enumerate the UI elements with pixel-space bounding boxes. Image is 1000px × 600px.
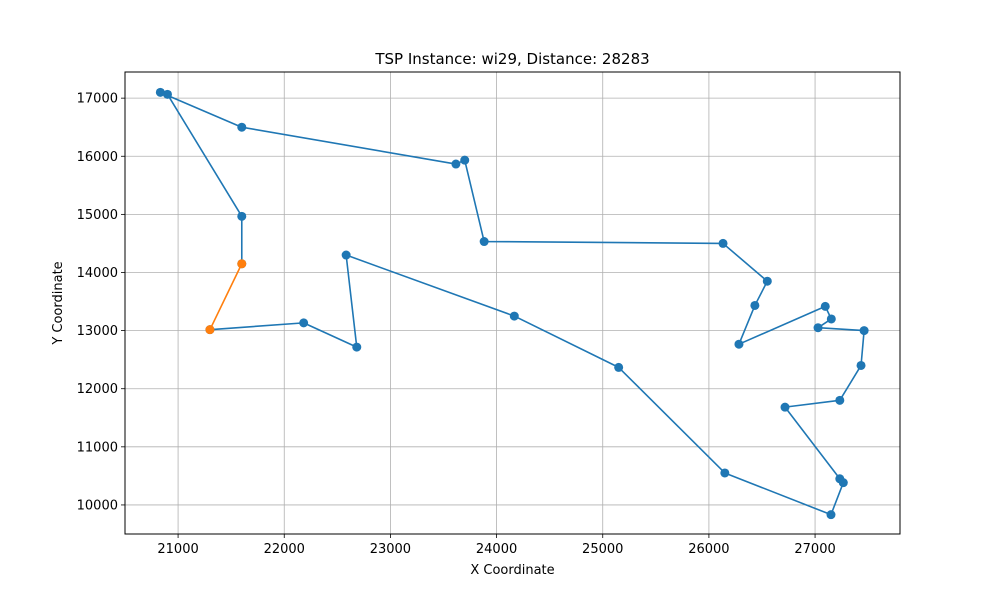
chart-title: TSP Instance: wi29, Distance: 28283 [374,50,649,68]
tour-point [718,238,728,248]
plot-area [125,72,900,534]
y-tick-label: 12000 [77,382,118,397]
y-axis-label: Y Coordinate [51,261,66,345]
y-tick-label: 15000 [77,208,118,223]
tour-point [826,314,836,324]
closing-edge-point [205,325,215,335]
tour-point [856,360,866,370]
x-tick-label: 23000 [370,542,411,557]
y-tick-label: 11000 [77,440,118,455]
tour-point [162,89,172,99]
tour-point [734,339,744,349]
axis-ticks: 21000 22000 23000 24000 25000 26000 27000 10000… [77,92,836,557]
tour-point [762,276,772,286]
plot-frame [124,71,901,535]
y-tick-label: 10000 [77,498,118,513]
tour-point [460,155,470,165]
tour-point [859,326,869,336]
x-tick-label: 27000 [794,542,835,557]
tour-point [813,323,823,333]
y-tick-label: 14000 [77,266,118,281]
x-axis-label: X Coordinate [470,563,554,578]
closing-edge-line [209,263,243,331]
tour-point [237,122,247,132]
y-tick-label: 13000 [77,324,118,339]
tour-point [479,237,489,247]
tour-point [614,362,624,372]
tour-point [720,468,730,478]
tour-point [299,318,309,328]
tour-point [838,478,848,488]
tour-point [237,211,247,221]
x-tick-label: 24000 [476,542,517,557]
tour-point [509,311,519,321]
tour-point [820,301,830,311]
tour-point [780,402,790,412]
y-tick-label: 16000 [77,150,118,165]
tour-point [352,342,362,352]
tour-point [835,395,845,405]
x-tick-label: 26000 [688,542,729,557]
tour-point [155,87,165,97]
tour-point [750,300,760,310]
tour-point [341,250,351,260]
tour-point [826,510,836,520]
series-layer [155,87,869,520]
closing-edge-point [237,259,247,269]
x-tick-label: 25000 [582,542,623,557]
x-tick-label: 21000 [157,542,198,557]
tour-point [451,159,461,169]
y-tick-label: 17000 [77,92,118,107]
x-tick-label: 22000 [264,542,305,557]
